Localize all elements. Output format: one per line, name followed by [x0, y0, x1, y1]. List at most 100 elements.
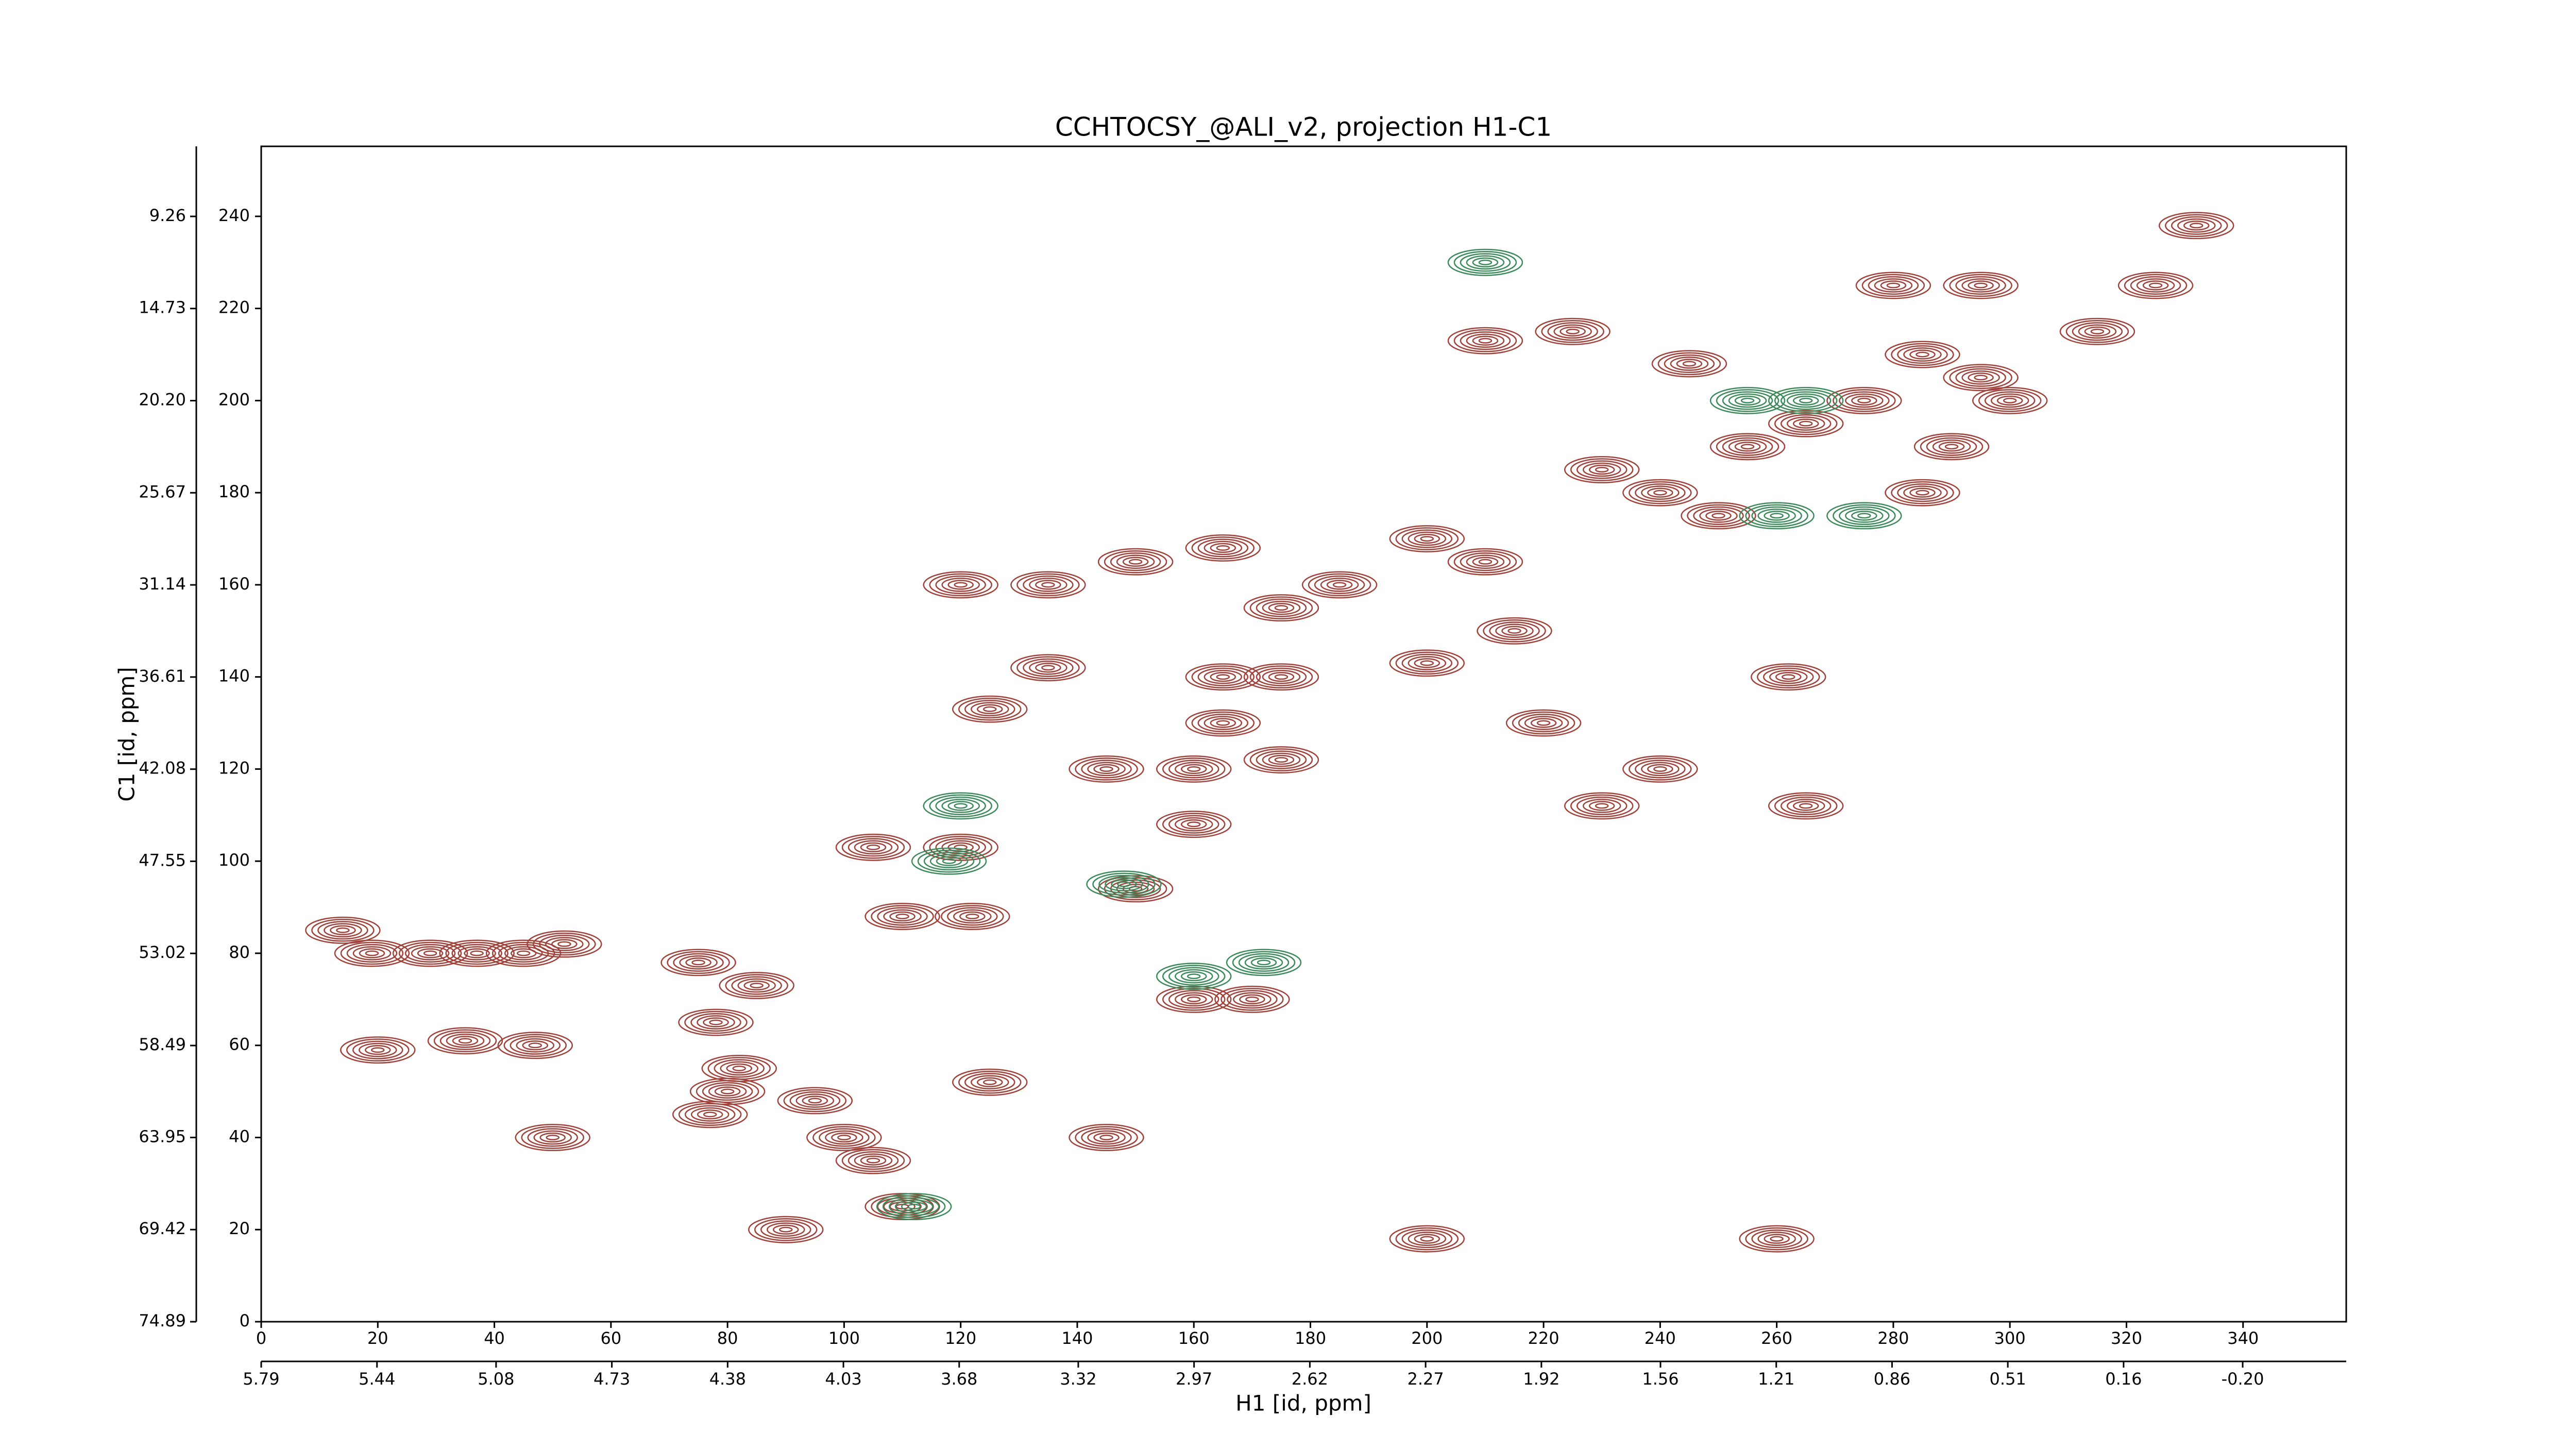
contour-level	[1764, 511, 1790, 521]
contour-level	[1244, 955, 1283, 970]
contour-level	[1682, 361, 1697, 367]
contour-level	[1185, 663, 1261, 691]
x2-tick-label: 0.86	[1874, 1369, 1910, 1389]
contour-level	[1395, 1227, 1459, 1251]
contour-level	[2084, 326, 2111, 336]
contour-level	[783, 1089, 847, 1113]
contour-level	[1086, 870, 1162, 898]
contour-level	[876, 1193, 952, 1220]
y2-tick-label: 74.89	[139, 1311, 186, 1330]
y2-tick-label: 20.20	[139, 390, 186, 410]
contour-level	[965, 913, 979, 919]
contour-level	[895, 913, 909, 919]
contour-level	[1041, 665, 1055, 671]
contour-level	[1799, 420, 1813, 427]
x2-tick-label: 5.08	[478, 1369, 514, 1389]
contour-level	[1903, 485, 1942, 500]
contour-level	[359, 948, 385, 958]
contour-level	[527, 930, 602, 958]
contour-level	[1855, 272, 1931, 299]
contour-level	[1168, 760, 1219, 779]
contour-level	[392, 939, 468, 967]
contour-level	[841, 1149, 905, 1172]
contour-level	[1477, 617, 1552, 645]
contour-level	[1408, 531, 1447, 546]
x2-tick-label: 4.73	[594, 1369, 630, 1389]
contour-level	[1099, 766, 1113, 772]
contour-level	[427, 1027, 503, 1055]
contour-level	[779, 1226, 793, 1233]
contour-level	[2117, 272, 2194, 299]
contour-level	[1916, 351, 1929, 358]
contour-level	[2124, 274, 2188, 297]
contour-level	[1156, 811, 1232, 838]
y-tick-label: 40	[229, 1126, 250, 1146]
contour-level	[911, 847, 987, 875]
contour-level	[510, 1036, 561, 1055]
contour-level	[1943, 364, 2019, 392]
y2-tick-label: 47.55	[139, 850, 186, 870]
contour-level	[1081, 760, 1132, 779]
contour-level	[1408, 656, 1447, 670]
contour-level	[1566, 328, 1580, 334]
contour-level	[719, 972, 794, 999]
contour-level	[533, 932, 596, 956]
x-tick-label: 140	[1061, 1328, 1093, 1348]
x-tick-label: 40	[484, 1328, 505, 1348]
x2-tick-label: -0.20	[2222, 1369, 2264, 1389]
contour-level	[470, 950, 484, 956]
contour-level	[1576, 460, 1628, 479]
contour-level	[445, 941, 509, 965]
contour-level	[336, 927, 350, 933]
contour-level	[1972, 386, 2048, 414]
contour-level	[1709, 433, 1786, 461]
contour-level	[1029, 578, 1067, 592]
contour-level	[557, 941, 571, 947]
contour-level	[1262, 669, 1301, 684]
contour-level	[1093, 764, 1120, 774]
contour-level	[1799, 397, 1813, 403]
contour-level	[1647, 764, 1673, 774]
contour-level	[1180, 971, 1207, 982]
contour-level	[1156, 755, 1232, 783]
contour-level	[330, 925, 356, 935]
contour-level	[1256, 598, 1307, 617]
contour-level	[1414, 533, 1440, 544]
contour-level	[1250, 957, 1277, 968]
contour-level	[743, 980, 770, 991]
contour-level	[1243, 746, 1319, 774]
contour-level	[352, 946, 392, 961]
contour-level	[1466, 554, 1505, 569]
contour-level	[1191, 536, 1255, 560]
contour-level	[1185, 709, 1261, 737]
contour-level	[359, 1042, 397, 1057]
x2-tick-label: 2.62	[1292, 1369, 1328, 1389]
contour-level	[696, 1080, 759, 1103]
contour-level	[1117, 881, 1131, 887]
contour-level	[894, 1199, 934, 1214]
contour-level	[854, 1153, 893, 1168]
contour-level	[1453, 550, 1517, 574]
contour-level	[1845, 508, 1884, 523]
contour-level	[1757, 665, 1820, 688]
y-tick-label: 180	[218, 482, 250, 501]
contour-level	[1256, 750, 1307, 769]
contour-level	[1466, 333, 1505, 348]
contour-level	[1075, 757, 1138, 781]
contour-level	[1518, 713, 1569, 733]
contour-level	[1553, 324, 1592, 339]
contour-level	[837, 1135, 851, 1140]
contour-level	[1268, 754, 1295, 765]
contour-level	[1191, 711, 1255, 735]
contour-level	[1635, 760, 1686, 779]
contour-level	[1239, 994, 1265, 1004]
contour-level	[970, 1075, 1009, 1090]
y-tick-label: 100	[218, 850, 250, 870]
contour-level	[1447, 327, 1523, 355]
contour-level	[1210, 543, 1236, 553]
contour-level	[1185, 534, 1261, 562]
contour-level	[1245, 996, 1259, 1002]
contour-level	[866, 1157, 880, 1164]
contour-level	[1996, 395, 2023, 406]
contour-level	[2072, 322, 2123, 341]
